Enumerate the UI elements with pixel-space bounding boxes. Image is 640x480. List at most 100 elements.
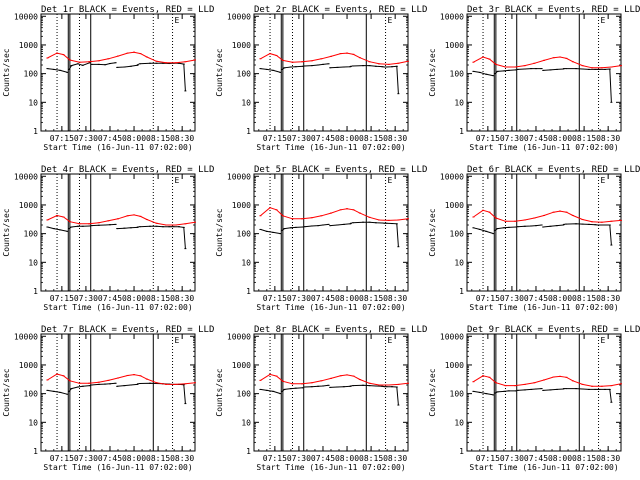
marker-label: E: [388, 336, 393, 345]
events-series-line: [330, 65, 352, 69]
x-tick-label: 07:30: [74, 134, 98, 143]
lld-series-line: [260, 52, 409, 65]
events-series-line: [473, 390, 494, 396]
x-tick-label: 08:15: [146, 294, 170, 303]
y-tick-label: 1: [33, 287, 38, 296]
events-series-line: [386, 65, 399, 94]
x-tick-label: 07:15: [263, 134, 287, 143]
y-tick-label: 100: [450, 70, 465, 79]
events-series-line: [173, 226, 186, 249]
plot-frame: [40, 173, 196, 292]
events-series-line: [91, 382, 116, 386]
y-tick-label: 1: [459, 127, 464, 136]
marker-label: E: [175, 16, 180, 25]
y-tick-label: 100: [237, 230, 252, 239]
y-tick-label: 10: [241, 418, 251, 427]
x-tick-label: 08:30: [383, 454, 407, 463]
x-tick-label: 07:45: [98, 454, 122, 463]
x-tick-label: 07:15: [476, 454, 500, 463]
y-tick-label: 10000: [440, 172, 464, 181]
y-tick-label: 1: [246, 287, 251, 296]
y-tick-label: 10000: [14, 12, 38, 21]
y-tick-label: 10000: [14, 172, 38, 181]
events-series-line: [304, 384, 329, 388]
plot-frame: [40, 13, 196, 132]
events-series-line: [473, 227, 494, 235]
x-tick-label: 07:30: [287, 134, 311, 143]
lld-series-line: [473, 56, 622, 69]
lld-series-line: [47, 51, 196, 64]
y-tick-label: 10: [454, 258, 464, 267]
x-axis-label: Start Time (16-Jun-11 07:02:00): [43, 463, 192, 472]
x-tick-label: 08:30: [596, 454, 620, 463]
x-tick-label: 07:15: [476, 294, 500, 303]
events-series-line: [517, 68, 542, 70]
panel-title: Det 8r BLACK = Events, RED = LLD: [254, 325, 427, 335]
marker-label: E: [175, 336, 180, 345]
x-axis-label: Start Time (16-Jun-11 07:02:00): [469, 303, 618, 312]
x-tick-label: 08:15: [146, 454, 170, 463]
events-series-line: [91, 62, 116, 66]
panel-title: Det 3r BLACK = Events, RED = LLD: [467, 5, 640, 15]
events-series-line: [599, 68, 612, 103]
x-tick-label: 08:00: [122, 294, 146, 303]
plot-frame: [253, 173, 409, 292]
y-tick-label: 1000: [232, 361, 251, 370]
panel-title: Det 6r BLACK = Events, RED = LLD: [467, 165, 640, 175]
y-tick-label: 10000: [440, 12, 464, 21]
y-tick-label: 10000: [440, 332, 464, 341]
marker-label: E: [388, 176, 393, 185]
lld-series-line: [47, 214, 196, 226]
y-axis-label: Counts/sec: [2, 48, 11, 96]
x-tick-label: 08:15: [572, 454, 596, 463]
y-axis-label: Counts/sec: [215, 48, 224, 96]
events-series-line: [543, 224, 565, 228]
y-axis-label: Counts/sec: [428, 208, 437, 256]
events-series-line: [386, 386, 399, 406]
x-tick-label: 07:15: [476, 134, 500, 143]
y-tick-label: 10000: [227, 12, 251, 21]
x-tick-label: 08:30: [170, 134, 194, 143]
y-tick-label: 1000: [445, 361, 464, 370]
x-tick-label: 07:30: [500, 454, 524, 463]
x-axis-label: Start Time (16-Jun-11 07:02:00): [256, 143, 405, 152]
y-tick-label: 100: [24, 230, 39, 239]
x-tick-label: 08:30: [383, 134, 407, 143]
y-tick-label: 100: [450, 230, 465, 239]
x-tick-label: 08:30: [170, 454, 194, 463]
x-tick-label: 08:15: [146, 134, 170, 143]
panel-det-9r: Det 9r BLACK = Events, RED = LLD 1 10 100 10…: [428, 325, 640, 472]
y-tick-label: 1: [459, 447, 464, 456]
y-tick-label: 10: [28, 418, 38, 427]
x-tick-label: 07:45: [98, 134, 122, 143]
panel-det-1r: Det 1r BLACK = Events, RED = LLD 1 10 100 10…: [2, 5, 214, 152]
x-axis-label: Start Time (16-Jun-11 07:02:00): [256, 303, 405, 312]
plot-frame: [40, 333, 196, 452]
lld-series-line: [473, 209, 622, 223]
events-series-line: [173, 383, 186, 404]
events-series-line: [304, 223, 329, 228]
y-axis-label: Counts/sec: [428, 48, 437, 96]
events-series-line: [173, 62, 186, 91]
x-tick-label: 07:30: [74, 294, 98, 303]
events-series-line: [386, 222, 399, 247]
events-series-line: [91, 223, 116, 227]
y-tick-label: 1: [459, 287, 464, 296]
x-tick-label: 07:15: [50, 454, 74, 463]
x-axis-label: Start Time (16-Jun-11 07:02:00): [469, 143, 618, 152]
plot-frame: [466, 13, 622, 132]
x-axis-label: Start Time (16-Jun-11 07:02:00): [256, 463, 405, 472]
y-tick-label: 10: [241, 258, 251, 267]
lld-series-line: [260, 207, 409, 221]
y-tick-label: 10: [28, 98, 38, 107]
x-tick-label: 07:45: [524, 454, 548, 463]
events-series-line: [47, 389, 68, 395]
events-series-line: [117, 226, 139, 230]
y-tick-label: 1000: [19, 201, 38, 210]
x-tick-label: 08:30: [596, 134, 620, 143]
x-tick-label: 07:45: [311, 454, 335, 463]
x-axis-label: Start Time (16-Jun-11 07:02:00): [43, 303, 192, 312]
x-tick-label: 08:15: [359, 454, 383, 463]
y-tick-label: 100: [24, 70, 39, 79]
x-tick-label: 08:30: [170, 294, 194, 303]
